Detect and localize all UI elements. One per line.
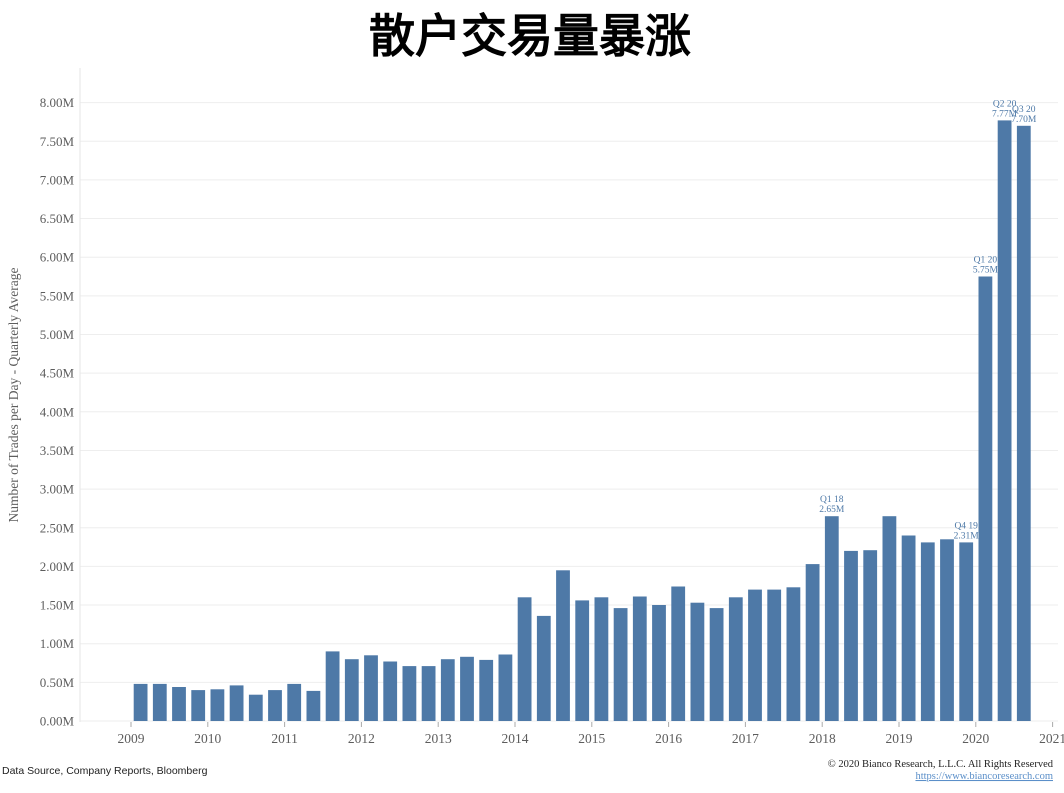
bar [710,608,724,721]
bar [460,657,474,721]
x-tick-label: 2011 [271,731,298,746]
bar [806,564,820,721]
annotation-value-label: 2.65M [819,505,845,515]
bar [902,536,916,722]
bar [787,587,801,721]
annotation-value-label: 2.31M [954,531,980,541]
bar [556,570,570,721]
bar [345,659,359,721]
bar [1017,126,1031,721]
chart-title: 散户交易量暴涨 [369,9,691,63]
x-tick-label: 2015 [578,731,605,746]
bar [326,651,340,721]
bar [441,659,455,721]
bar [268,690,282,721]
bar [729,597,743,721]
x-tick-label: 2020 [962,731,989,746]
bar [499,655,513,722]
bar [959,542,973,721]
annotation-quarter-label: Q3 20 [1012,105,1036,115]
bar [153,684,167,721]
bar [883,516,897,721]
x-tick-label: 2013 [425,731,452,746]
bar [633,597,647,722]
y-tick-label: 2.00M [40,559,75,574]
x-axis-ticks: 2009 2010 2011 2012 2013 2014 2015 2016 2017 2018… [118,722,1064,746]
x-tick-label: 2019 [886,731,913,746]
bar [403,666,417,721]
y-tick-label: 1.50M [40,598,75,613]
y-tick-label: 7.50M [40,134,75,149]
bar [249,695,263,721]
bar [844,551,858,721]
bar [921,542,935,721]
bar [979,277,993,722]
y-tick-label: 2.50M [40,520,75,535]
bar [671,587,685,722]
bar [307,691,321,721]
y-tick-label: 6.00M [40,250,75,265]
y-tick-label: 4.00M [40,404,75,419]
bar [863,550,877,721]
y-axis-label: Number of Trades per Day - Quarterly Ave… [6,267,21,522]
y-axis-ticks: 0.00M 0.50M 1.00M 1.50M 2.00M 2.50M 3.00M 3.50M… [40,95,75,728]
y-tick-label: 4.50M [40,366,75,381]
bar [595,597,609,721]
x-tick-label: 2018 [809,731,836,746]
y-tick-label: 6.50M [40,211,75,226]
bar [191,690,205,721]
bar [479,660,493,721]
bar [691,603,705,721]
x-tick-label: 2012 [348,731,375,746]
bar [134,684,148,721]
y-tick-label: 1.00M [40,636,75,651]
x-tick-label: 2016 [655,731,682,746]
bar [940,539,954,721]
bar [998,120,1012,721]
bar [652,605,666,721]
bar [614,608,628,721]
y-tick-label: 5.00M [40,327,75,342]
bar [537,616,551,721]
annotation-quarter-label: Q4 19 [954,521,978,531]
bar [211,689,225,721]
x-tick-label: 2014 [502,731,529,746]
annotation-quarter-label: Q1 20 [974,256,998,266]
y-tick-label: 5.50M [40,288,75,303]
bar [172,687,186,721]
bars [134,120,1031,721]
x-tick-label: 2009 [118,731,145,746]
x-tick-label: 2021 [1039,731,1064,746]
copyright-notice: © 2020 Bianco Research, L.L.C. All Right… [828,759,1054,770]
x-tick-label: 2010 [194,731,221,746]
bar [767,590,781,721]
y-tick-label: 0.00M [40,714,75,729]
data-source-note: Data Source, Company Reports, Bloomberg [2,765,208,777]
bar [230,685,244,721]
bar [383,662,397,722]
y-tick-label: 7.00M [40,172,75,187]
website-link[interactable]: https://www.biancoresearch.com [915,771,1053,782]
annotation-quarter-label: Q1 18 [820,495,844,505]
bar [364,655,378,721]
annotation-value-label: 5.75M [973,266,999,276]
bar [518,597,532,721]
x-tick-label: 2017 [732,731,759,746]
bar [825,516,839,721]
bar [287,684,301,721]
y-tick-label: 0.50M [40,675,75,690]
bar [575,600,589,721]
y-tick-label: 3.00M [40,482,75,497]
bar [422,666,436,721]
bar [748,590,762,721]
y-tick-label: 3.50M [40,443,75,458]
y-tick-label: 8.00M [40,95,75,110]
annotation-value-label: 7.70M [1011,115,1037,125]
